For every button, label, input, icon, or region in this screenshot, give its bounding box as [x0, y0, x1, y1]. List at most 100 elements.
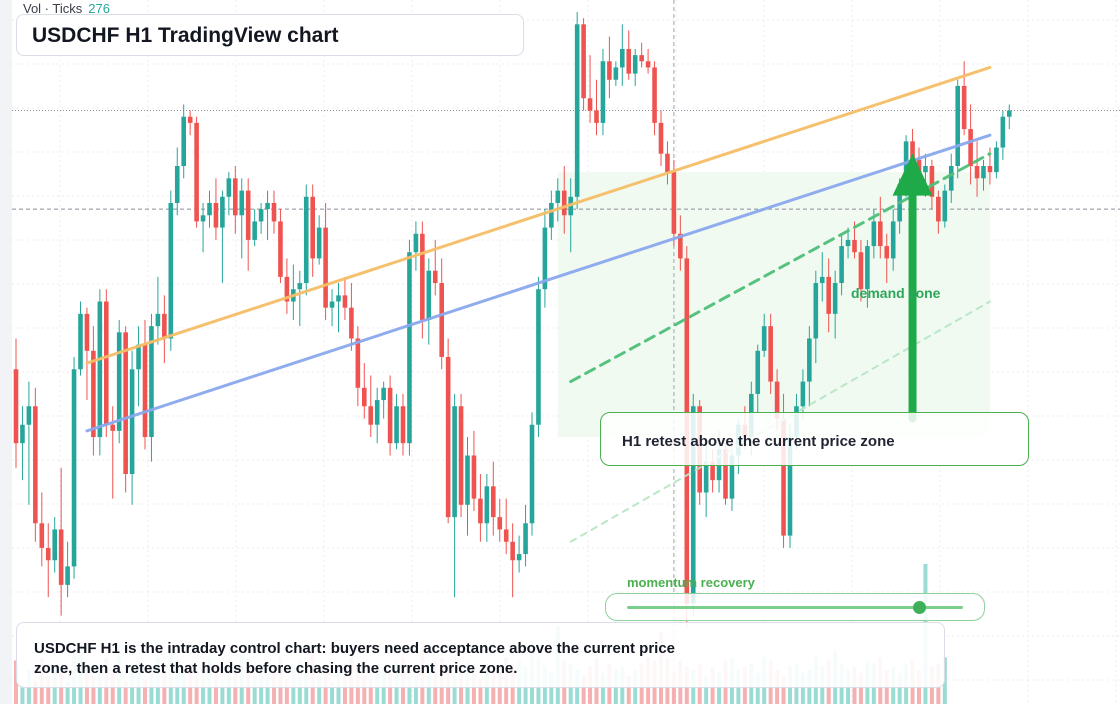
momentum-slider[interactable] [605, 593, 985, 621]
candle[interactable] [336, 283, 341, 333]
candle[interactable] [271, 190, 277, 234]
candle[interactable] [258, 202, 264, 234]
candle[interactable] [445, 338, 451, 524]
candle[interactable] [839, 233, 844, 296]
candle[interactable] [484, 474, 490, 542]
candle[interactable] [420, 221, 425, 339]
momentum-slider-track[interactable] [627, 606, 963, 609]
candle[interactable] [819, 252, 825, 302]
candle[interactable] [478, 474, 483, 542]
candle[interactable] [162, 295, 167, 364]
candle[interactable] [323, 202, 328, 320]
candle[interactable] [58, 467, 64, 616]
arrow-head[interactable] [892, 153, 933, 196]
candle[interactable] [65, 541, 70, 598]
candle[interactable] [349, 283, 354, 351]
candle[interactable] [155, 276, 161, 345]
candle[interactable] [832, 270, 838, 339]
candle[interactable] [516, 535, 522, 573]
candle[interactable] [755, 344, 761, 413]
candle[interactable] [658, 110, 664, 166]
candle[interactable] [39, 492, 45, 567]
candle[interactable] [458, 393, 464, 518]
candle[interactable] [574, 12, 580, 210]
candle[interactable] [394, 393, 399, 450]
candle[interactable] [678, 215, 683, 271]
candle[interactable] [471, 430, 477, 511]
candle[interactable] [207, 190, 212, 228]
candle[interactable] [78, 301, 83, 376]
candle[interactable] [168, 190, 174, 351]
candle[interactable] [239, 178, 245, 259]
orange-trendline[interactable] [85, 65, 992, 365]
candle[interactable] [1000, 110, 1006, 160]
candle[interactable] [407, 239, 412, 456]
candle[interactable] [374, 387, 380, 444]
candle[interactable] [45, 523, 51, 598]
candle[interactable] [71, 356, 77, 579]
candle[interactable] [665, 141, 670, 185]
candle[interactable] [503, 498, 509, 555]
candle[interactable] [981, 159, 986, 191]
candle[interactable] [632, 48, 638, 86]
candle[interactable] [265, 190, 270, 240]
candle[interactable] [381, 381, 386, 419]
candle[interactable] [671, 159, 677, 247]
candle[interactable] [523, 504, 528, 567]
candle[interactable] [116, 320, 122, 444]
candle[interactable] [600, 48, 606, 136]
candle[interactable] [865, 239, 870, 308]
candle[interactable] [413, 221, 419, 271]
candle[interactable] [626, 30, 632, 80]
candle[interactable] [497, 498, 503, 542]
candle[interactable] [961, 61, 967, 136]
candle[interactable] [342, 276, 348, 320]
candle[interactable] [426, 258, 432, 345]
candle[interactable] [529, 412, 535, 536]
candle[interactable] [510, 523, 515, 598]
candle[interactable] [536, 276, 541, 438]
candle[interactable] [187, 110, 193, 136]
arrow-layer[interactable] [892, 153, 933, 423]
candle[interactable] [800, 369, 806, 419]
candle[interactable] [213, 178, 219, 240]
candle[interactable] [858, 239, 864, 302]
candle[interactable] [13, 338, 19, 468]
retest-callout[interactable]: H1 retest above the current price zone [600, 412, 1029, 466]
candle[interactable] [291, 264, 296, 320]
candle[interactable] [994, 141, 999, 179]
candle[interactable] [549, 190, 554, 240]
candle[interactable] [91, 326, 96, 456]
candle[interactable] [652, 61, 657, 136]
candle[interactable] [845, 227, 851, 259]
candle[interactable] [555, 178, 561, 222]
candle[interactable] [303, 184, 309, 296]
candle[interactable] [884, 233, 890, 284]
candle[interactable] [245, 178, 251, 271]
candle[interactable] [220, 190, 225, 284]
candle[interactable] [813, 270, 819, 364]
candle[interactable] [974, 141, 980, 197]
candle[interactable] [104, 289, 109, 438]
candle[interactable] [149, 313, 154, 462]
candle[interactable] [355, 326, 361, 407]
candle[interactable] [84, 307, 90, 401]
candle[interactable] [142, 320, 148, 450]
candle[interactable] [542, 209, 548, 308]
candle[interactable] [362, 363, 367, 419]
candle[interactable] [278, 209, 283, 284]
candle[interactable] [807, 326, 812, 407]
candle[interactable] [878, 196, 883, 259]
candle[interactable] [110, 406, 116, 499]
candle[interactable] [226, 172, 232, 216]
candle[interactable] [33, 387, 38, 542]
blue-trendline[interactable] [85, 133, 992, 433]
candle[interactable] [561, 166, 567, 234]
candle[interactable] [310, 184, 315, 277]
candle[interactable] [968, 104, 973, 185]
candle[interactable] [181, 104, 186, 179]
candle[interactable] [233, 166, 238, 234]
candle[interactable] [768, 313, 773, 394]
candle[interactable] [620, 24, 625, 86]
candle[interactable] [174, 147, 180, 216]
